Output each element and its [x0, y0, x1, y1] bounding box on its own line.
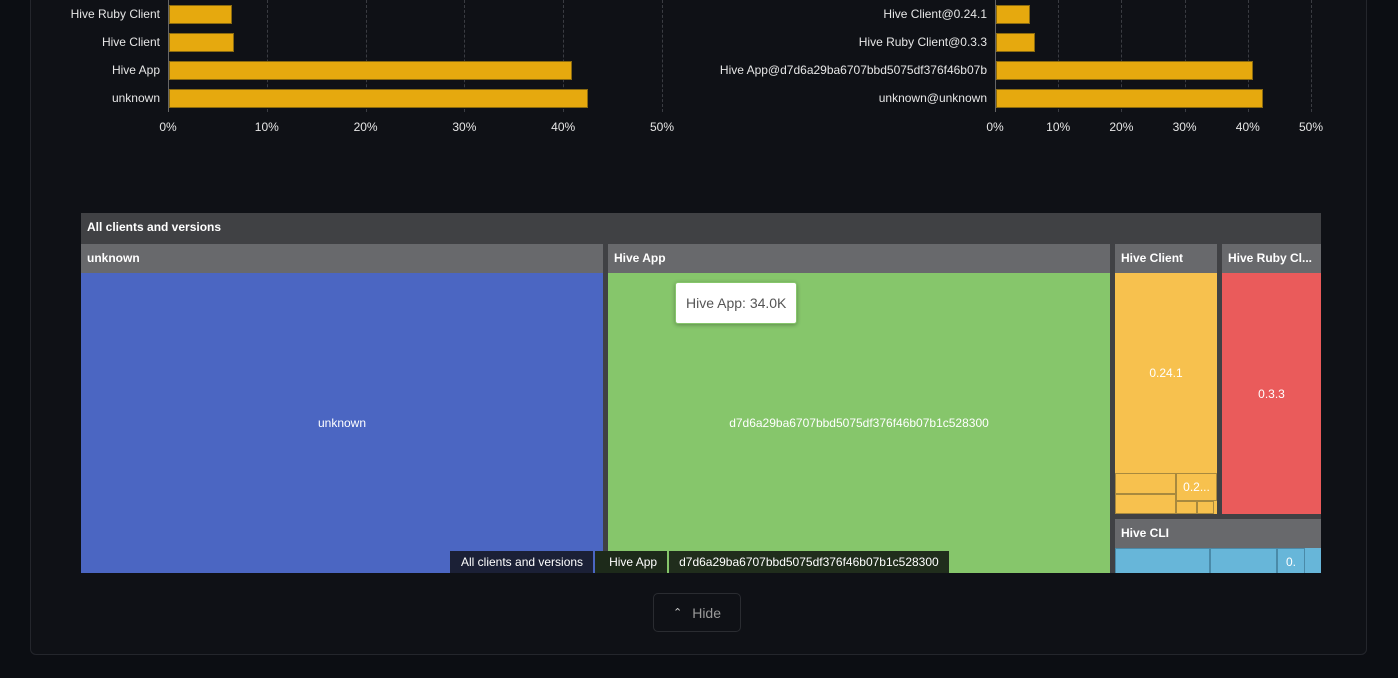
- gridline: [563, 0, 565, 112]
- x-tick-label: 20%: [1109, 120, 1134, 134]
- cell-version[interactable]: [1197, 501, 1214, 514]
- group-header-hive-client[interactable]: Hive Client: [1115, 244, 1217, 273]
- x-tick-label: 40%: [1235, 120, 1260, 134]
- breadcrumb-item-version[interactable]: d7d6a29ba6707bbd5075df376f46b07b1c528300: [669, 551, 949, 573]
- bar[interactable]: [996, 61, 1254, 80]
- gridline: [1311, 0, 1312, 112]
- gridline: [1058, 0, 1060, 112]
- gridline: [365, 0, 367, 112]
- cell-version[interactable]: [1115, 548, 1210, 573]
- chevron-up-icon: ⌃: [672, 607, 683, 619]
- group-header-unknown[interactable]: unknown: [81, 244, 603, 273]
- cell-version[interactable]: 0.2...: [1176, 473, 1217, 501]
- cell-hive-ruby-client-0.3.3[interactable]: 0.3.3: [1222, 273, 1321, 514]
- category-label: unknown: [111, 91, 160, 105]
- client-bar-chart: 0% 10% 20% 30% 40% 50% Hive Ruby Client Hive Cl…: [0, 0, 1398, 140]
- treemap-root-header[interactable]: All clients and versions: [87, 220, 222, 234]
- gridline: [1121, 0, 1123, 112]
- bar[interactable]: [996, 5, 1031, 24]
- x-tick-label: 0%: [159, 120, 177, 134]
- cell-unknown[interactable]: unknown: [81, 273, 603, 573]
- hide-button[interactable]: ⌃ Hide: [653, 593, 741, 632]
- gridline: [464, 0, 466, 112]
- cell-version[interactable]: [1176, 501, 1197, 514]
- gridline: [662, 0, 663, 112]
- x-tick-label: 40%: [551, 120, 576, 134]
- x-tick-label: 10%: [254, 120, 279, 134]
- cell-hive-client-0.24.1[interactable]: 0.24.1: [1115, 273, 1217, 473]
- x-tick-label: 20%: [353, 120, 378, 134]
- bar[interactable]: [996, 89, 1263, 108]
- hive-client-small-versions: 0.2...: [1115, 473, 1217, 514]
- x-tick-label: 10%: [1046, 120, 1071, 134]
- category-label: Hive Client@0.24.1: [883, 7, 987, 21]
- gridline: [266, 0, 268, 112]
- x-tick-label: 30%: [1172, 120, 1197, 134]
- bar[interactable]: [996, 33, 1036, 52]
- hide-label: Hide: [692, 604, 721, 621]
- treemap: All clients and versions unknown unknown…: [81, 213, 1321, 573]
- category-label: Hive Client: [101, 35, 160, 49]
- category-label: unknown@unknown: [878, 91, 987, 105]
- gridline: [1247, 0, 1249, 112]
- breadcrumb-item-hive-app[interactable]: Hive App: [595, 551, 670, 573]
- client-version-bar-chart: 0% 10% 20% 30% 40% 50% Hive Client@0.24.1 Hive …: [0, 0, 1398, 140]
- tooltip: Hive App: 34.0K: [675, 282, 798, 324]
- group-header-hive-ruby-client[interactable]: Hive Ruby Cl...: [1222, 244, 1321, 273]
- category-label: Hive App: [111, 63, 160, 77]
- category-label: Hive Ruby Client@0.3.3: [858, 35, 987, 49]
- group-header-hive-cli[interactable]: Hive CLI: [1115, 519, 1321, 548]
- breadcrumb: All clients and versions Hive App d7d6a2…: [450, 551, 949, 573]
- bar[interactable]: [169, 5, 233, 24]
- x-tick-label: 0%: [986, 120, 1004, 134]
- bar[interactable]: [169, 61, 573, 80]
- group-header-hive-app[interactable]: Hive App: [608, 244, 1110, 273]
- hive-cli-cells: 0.: [1115, 548, 1321, 573]
- cell-version[interactable]: [1210, 548, 1277, 573]
- cell-version[interactable]: [1115, 473, 1176, 494]
- category-label: Hive App@d7d6a29ba6707bbd5075df376f46b07…: [719, 63, 987, 77]
- gridline: [1184, 0, 1186, 112]
- cell-version[interactable]: 0.: [1277, 548, 1305, 573]
- bar[interactable]: [169, 33, 235, 52]
- x-tick-label: 30%: [452, 120, 477, 134]
- x-tick-label: 50%: [1298, 120, 1324, 134]
- x-tick-label: 50%: [649, 120, 675, 134]
- bar[interactable]: [169, 89, 588, 108]
- cell-version[interactable]: [1115, 494, 1176, 514]
- breadcrumb-item-root[interactable]: All clients and versions: [450, 551, 596, 573]
- y-axis: [168, 0, 169, 112]
- y-axis: [995, 0, 996, 112]
- category-label: Hive Ruby Client: [70, 7, 160, 21]
